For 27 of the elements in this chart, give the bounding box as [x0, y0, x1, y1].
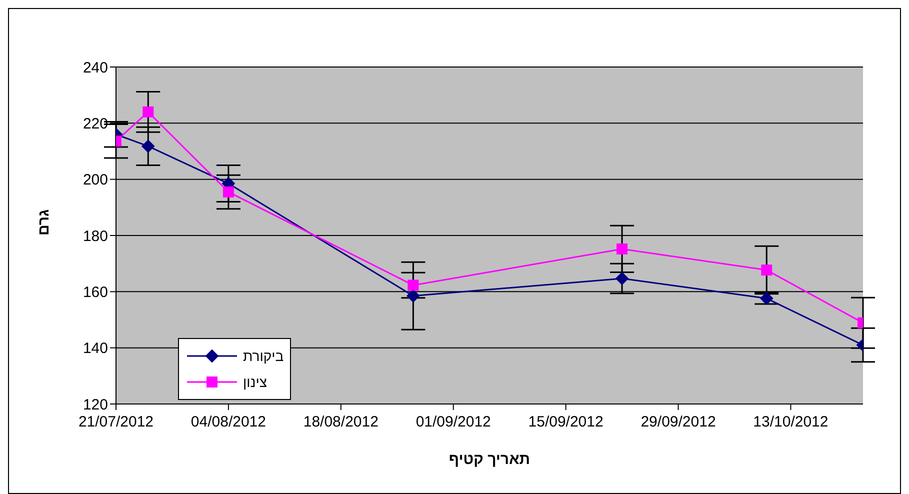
point [408, 280, 419, 291]
x-tick-label: 18/08/2012 [303, 414, 378, 431]
x-tick-label: 21/07/2012 [78, 414, 154, 431]
x-tick-label: 29/09/2012 [640, 414, 716, 431]
y-tick-label: 120 [82, 396, 108, 414]
y-tick-label: 240 [82, 59, 108, 76]
point [761, 264, 772, 276]
x-tick-label: 15/09/2012 [528, 414, 604, 431]
point [142, 140, 155, 153]
point [616, 272, 629, 285]
point [616, 243, 628, 254]
y-tick-label: 180 [82, 228, 108, 245]
x-tick-label: 01/09/2012 [416, 414, 491, 431]
y-tick-label: 200 [82, 172, 108, 189]
x-tick-label: 13/10/2012 [753, 414, 828, 431]
point [222, 186, 234, 198]
x-tick-label: 04/08/2012 [190, 414, 266, 431]
point [406, 289, 420, 302]
point [760, 292, 774, 305]
y-tick-label: 140 [82, 340, 108, 358]
y-tick-label: 220 [82, 115, 108, 132]
x-axis-title: תאריך קטיף [448, 451, 530, 468]
legend-label: ביקורת [243, 348, 284, 364]
y-axis-title: גרם [35, 209, 52, 236]
y-tick-label: 160 [82, 284, 108, 301]
legend-label: צינון [243, 374, 267, 390]
point [142, 106, 154, 118]
